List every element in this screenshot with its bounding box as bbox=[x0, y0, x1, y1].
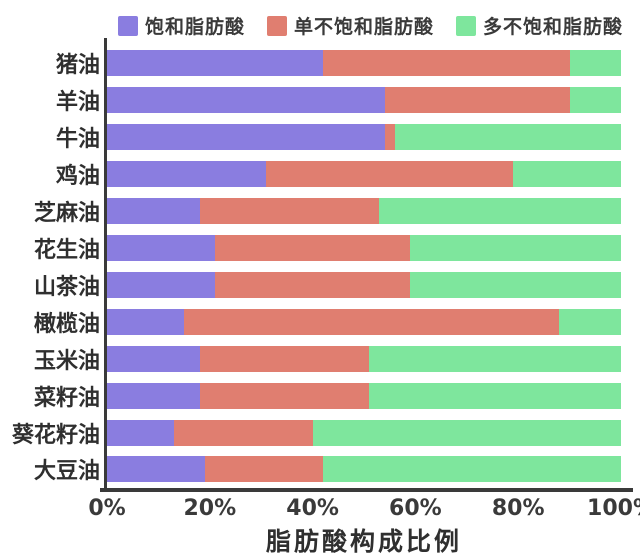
bar-segment-多不饱和脂肪酸 bbox=[322, 456, 621, 483]
bar-segment-单不饱和脂肪酸 bbox=[199, 198, 380, 225]
bar-track bbox=[107, 234, 621, 261]
bar-segment-单不饱和脂肪酸 bbox=[322, 50, 570, 77]
x-tick-label: 100% bbox=[587, 496, 640, 521]
legend-label: 多不饱和脂肪酸 bbox=[483, 16, 624, 38]
bar-segment-多不饱和脂肪酸 bbox=[410, 234, 621, 261]
bar-segment-单不饱和脂肪酸 bbox=[266, 161, 514, 188]
bar-track bbox=[107, 271, 621, 298]
category-label: 羊油 bbox=[55, 90, 100, 116]
x-axis-title: 脂肪酸构成比例 bbox=[265, 527, 462, 556]
bar-row: 芝麻油 bbox=[0, 198, 621, 227]
bar-row: 牛油 bbox=[0, 124, 621, 153]
category-label: 大豆油 bbox=[33, 459, 100, 485]
bar-segment-饱和脂肪酸 bbox=[107, 124, 385, 151]
category-label: 菜籽油 bbox=[33, 385, 100, 411]
bar-segment-多不饱和脂肪酸 bbox=[410, 271, 621, 298]
bar-segment-单不饱和脂肪酸 bbox=[184, 308, 560, 335]
bar-segment-饱和脂肪酸 bbox=[107, 198, 200, 225]
bar-segment-单不饱和脂肪酸 bbox=[173, 419, 313, 446]
bar-row: 橄榄油 bbox=[0, 308, 621, 337]
bar-track bbox=[107, 456, 621, 483]
y-axis-line bbox=[104, 38, 107, 491]
x-tick-label: 0% bbox=[88, 496, 126, 521]
legend-item-2: 多不饱和脂肪酸 bbox=[456, 12, 623, 39]
bar-row: 羊油 bbox=[0, 87, 621, 116]
category-label: 橄榄油 bbox=[33, 311, 100, 337]
bar-segment-饱和脂肪酸 bbox=[107, 87, 385, 114]
bar-row: 菜籽油 bbox=[0, 382, 621, 411]
legend-swatch-icon bbox=[267, 15, 288, 36]
bar-segment-饱和脂肪酸 bbox=[107, 456, 205, 483]
category-label: 猪油 bbox=[55, 53, 100, 79]
bar-segment-多不饱和脂肪酸 bbox=[312, 419, 621, 446]
category-label: 葵花籽油 bbox=[11, 422, 100, 448]
bar-row: 玉米油 bbox=[0, 345, 621, 374]
bar-segment-饱和脂肪酸 bbox=[107, 345, 200, 372]
bar-segment-单不饱和脂肪酸 bbox=[214, 271, 411, 298]
bar-segment-多不饱和脂肪酸 bbox=[369, 345, 621, 372]
bar-segment-饱和脂肪酸 bbox=[107, 308, 185, 335]
legend: 饱和脂肪酸 单不饱和脂肪酸 多不饱和脂肪酸 bbox=[118, 12, 623, 39]
bar-segment-饱和脂肪酸 bbox=[107, 271, 215, 298]
bar-segment-饱和脂肪酸 bbox=[107, 382, 200, 409]
bar-track bbox=[107, 161, 621, 188]
bar-segment-单不饱和脂肪酸 bbox=[199, 345, 370, 372]
x-tick-label: 60% bbox=[389, 496, 442, 521]
bar-segment-饱和脂肪酸 bbox=[107, 234, 215, 261]
bar-row: 鸡油 bbox=[0, 161, 621, 190]
legend-item-1: 单不饱和脂肪酸 bbox=[267, 12, 434, 39]
x-tick-label: 20% bbox=[183, 496, 237, 521]
category-label: 芝麻油 bbox=[33, 201, 100, 227]
bar-track bbox=[107, 345, 621, 372]
legend-swatch-icon bbox=[456, 15, 477, 36]
bar-segment-饱和脂肪酸 bbox=[107, 50, 323, 77]
bar-segment-单不饱和脂肪酸 bbox=[214, 234, 411, 261]
category-label: 牛油 bbox=[55, 127, 100, 153]
bar-track bbox=[107, 419, 621, 446]
bar-row: 猪油 bbox=[0, 50, 621, 79]
legend-swatch-icon bbox=[118, 15, 138, 36]
category-label: 玉米油 bbox=[33, 348, 100, 374]
x-tick-label: 40% bbox=[286, 496, 339, 521]
bar-track bbox=[107, 50, 621, 77]
bar-segment-饱和脂肪酸 bbox=[107, 161, 267, 188]
bar-segment-饱和脂肪酸 bbox=[107, 419, 174, 446]
bar-segment-单不饱和脂肪酸 bbox=[204, 456, 323, 483]
bar-track bbox=[107, 124, 621, 151]
bar-row: 花生油 bbox=[0, 234, 621, 263]
legend-label: 单不饱和脂肪酸 bbox=[294, 16, 435, 38]
bar-segment-单不饱和脂肪酸 bbox=[199, 382, 370, 409]
bar-track bbox=[107, 198, 621, 225]
bar-segment-多不饱和脂肪酸 bbox=[569, 50, 621, 77]
x-tick-label: 80% bbox=[491, 496, 545, 521]
bar-segment-多不饱和脂肪酸 bbox=[369, 382, 621, 409]
bar-segment-多不饱和脂肪酸 bbox=[379, 198, 621, 225]
category-label: 花生油 bbox=[33, 237, 100, 263]
bar-track bbox=[107, 87, 621, 114]
category-label: 山茶油 bbox=[33, 274, 100, 300]
bar-segment-多不饱和脂肪酸 bbox=[394, 124, 621, 151]
bar-row: 山茶油 bbox=[0, 271, 621, 300]
bar-segment-单不饱和脂肪酸 bbox=[384, 124, 395, 151]
legend-item-0: 饱和脂肪酸 bbox=[118, 12, 245, 39]
bar-row: 葵花籽油 bbox=[0, 419, 621, 448]
bar-track bbox=[107, 382, 621, 409]
bar-rows: 猪油羊油牛油鸡油芝麻油花生油山茶油橄榄油玉米油菜籽油葵花籽油大豆油 bbox=[0, 45, 621, 488]
bar-row: 大豆油 bbox=[0, 456, 621, 485]
x-axis-line bbox=[100, 488, 633, 492]
bar-segment-多不饱和脂肪酸 bbox=[559, 308, 621, 335]
category-label: 鸡油 bbox=[55, 164, 100, 190]
bar-track bbox=[107, 308, 621, 335]
legend-label: 饱和脂肪酸 bbox=[145, 16, 246, 38]
bar-segment-多不饱和脂肪酸 bbox=[569, 87, 621, 114]
bar-segment-多不饱和脂肪酸 bbox=[513, 161, 621, 188]
bar-segment-单不饱和脂肪酸 bbox=[384, 87, 570, 114]
